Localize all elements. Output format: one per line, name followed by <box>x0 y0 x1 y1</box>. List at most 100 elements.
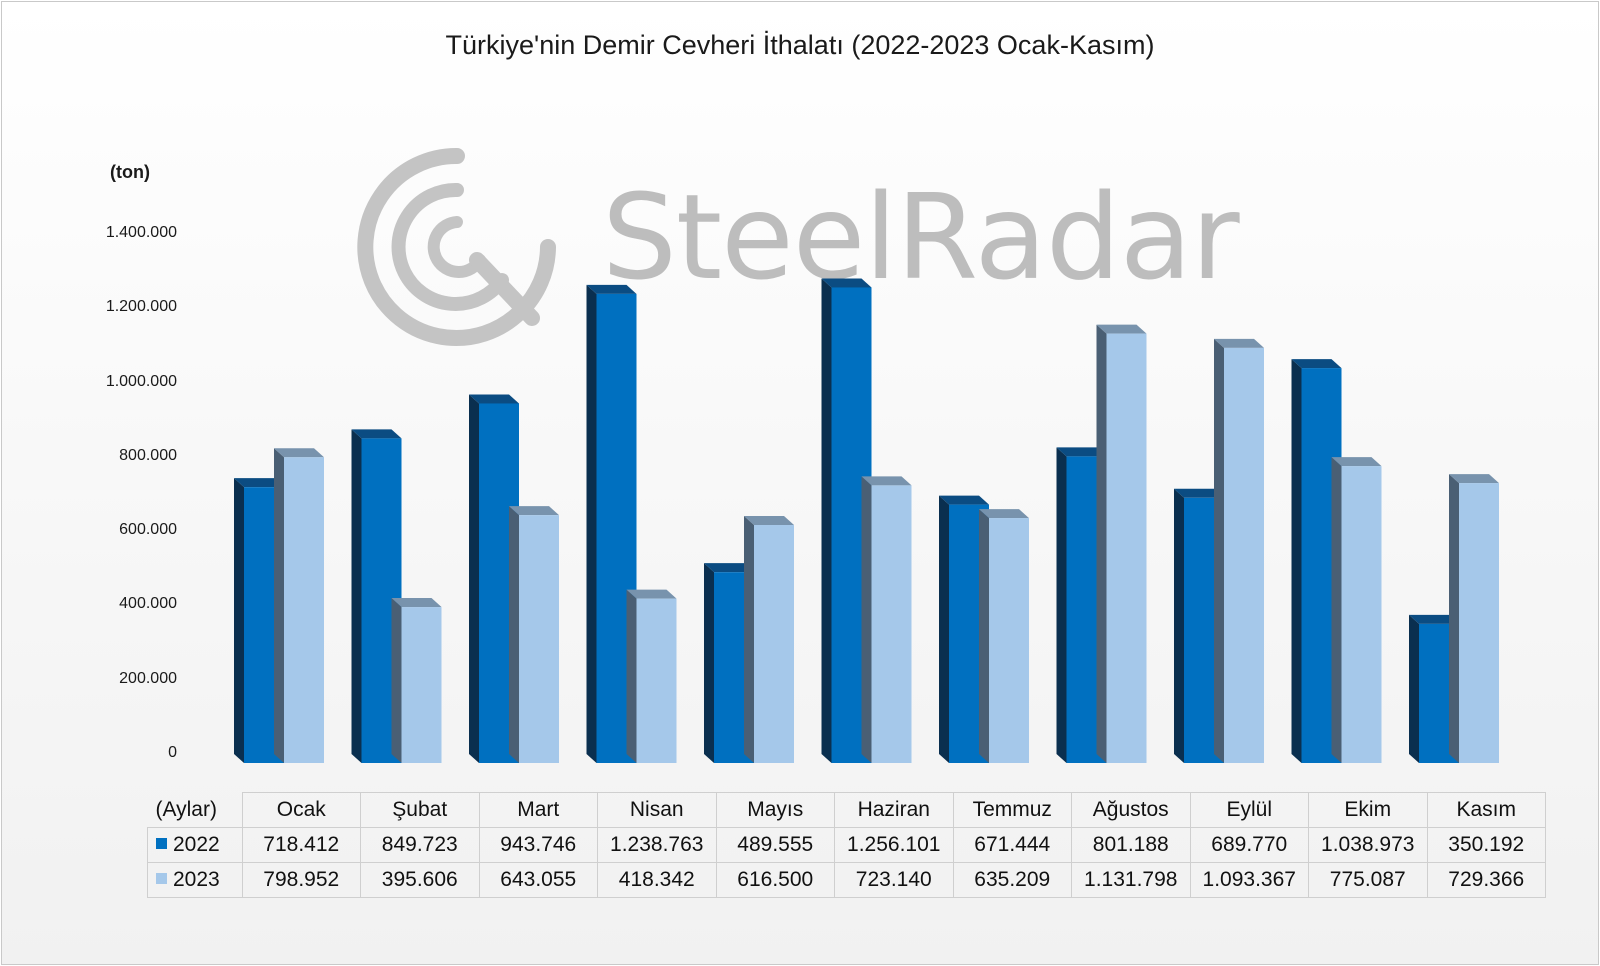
data-label: 350.192 <box>1426 827 1546 863</box>
x-tick-label: Mart <box>478 792 598 828</box>
x-tick-label: Ocak <box>241 792 361 828</box>
bar-top <box>274 448 324 458</box>
y-tick-label: 1.000.000 <box>105 372 177 390</box>
bar-front <box>1459 483 1499 763</box>
table-row: 2022 718.412 849.723 943.746 1.238.763 489.55… <box>147 827 1546 863</box>
data-label: 943.746 <box>478 827 598 863</box>
bar-2023-4 <box>626 589 677 763</box>
bar-top <box>1214 338 1264 348</box>
bar-side <box>1331 457 1342 763</box>
data-label: 801.188 <box>1071 827 1191 863</box>
bar-top <box>1449 474 1499 484</box>
bar-side <box>704 563 714 763</box>
bar-front <box>401 607 442 763</box>
bar-2023-3 <box>509 506 559 763</box>
bar-2023-5 <box>744 516 794 763</box>
data-label: 395.606 <box>360 862 480 898</box>
y-tick-label: 400.000 <box>119 595 177 613</box>
bar-side <box>586 284 597 763</box>
bar-top <box>821 278 872 288</box>
bar-front <box>989 518 1029 763</box>
y-tick-label: 200.000 <box>119 669 177 687</box>
data-label: 671.444 <box>952 827 1072 863</box>
data-label: 1.093.367 <box>1189 862 1309 898</box>
bar-side <box>234 478 244 763</box>
x-tick-label: Mayıs <box>715 792 835 828</box>
bar-2023-6 <box>861 476 912 763</box>
data-label: 775.087 <box>1308 862 1428 898</box>
x-tick-label: Temmuz <box>952 792 1072 828</box>
legend-entry: 2022 <box>147 827 243 863</box>
data-label: 723.140 <box>834 862 954 898</box>
bar-2023-7 <box>979 509 1029 763</box>
y-axis-unit-label: (ton) <box>110 162 150 182</box>
data-label: 849.723 <box>360 827 480 863</box>
bar-top <box>744 516 794 526</box>
bar-side <box>1449 474 1459 763</box>
bar-front <box>636 598 677 763</box>
data-label: 718.412 <box>241 827 361 863</box>
bar-2023-10 <box>1331 457 1382 763</box>
bar-2023-1 <box>274 448 324 763</box>
x-tick-label: Ekim <box>1308 792 1428 828</box>
table-header-row: (Aylar) Ocak Şubat Mart Nisan Mayıs Haziran Te… <box>148 792 1546 828</box>
bar-side <box>391 598 402 763</box>
bar-side <box>274 448 284 763</box>
bar-2023-11 <box>1449 474 1499 763</box>
y-tick-label: 0 <box>168 744 177 761</box>
x-axis-label: (Aylar) <box>155 797 217 821</box>
bar-top <box>586 284 637 294</box>
bar-front <box>754 525 794 763</box>
bar-front <box>1224 347 1264 763</box>
x-tick-label: Haziran <box>834 792 954 828</box>
y-tick-label: 600.000 <box>119 521 177 539</box>
data-label: 616.500 <box>715 862 835 898</box>
bar-top <box>1331 457 1382 467</box>
bar-side <box>1214 338 1224 763</box>
bar-side <box>861 476 872 763</box>
chart-title: Türkiye'nin Demir Cevheri İthalatı (2022… <box>445 30 1155 60</box>
data-table: (Aylar) Ocak Şubat Mart Nisan Mayıs Haziran Te… <box>147 792 1546 898</box>
data-label: 729.366 <box>1426 862 1546 898</box>
bar-front <box>871 485 912 763</box>
bar-side <box>1056 447 1067 763</box>
bar-top <box>979 509 1029 519</box>
bar-side <box>1096 324 1107 763</box>
bar-side <box>979 509 989 763</box>
bar-front <box>1106 333 1147 763</box>
data-label: 689.770 <box>1189 827 1309 863</box>
y-tick-label: 1.200.000 <box>105 298 177 316</box>
bar-top <box>704 563 754 573</box>
table-row: 2023 798.952 395.606 643.055 418.342 616.500 7… <box>147 862 1546 898</box>
x-tick-label: Ağustos <box>1071 792 1191 828</box>
legend-swatch <box>156 838 167 849</box>
bar-top <box>351 429 402 439</box>
data-label: 1.038.973 <box>1308 827 1428 863</box>
data-label: 643.055 <box>478 862 598 898</box>
bar-side <box>821 278 832 763</box>
bar-side <box>1409 614 1419 763</box>
bar-top <box>626 589 677 599</box>
bar-2023-2 <box>391 598 442 763</box>
bar-top <box>509 506 559 516</box>
y-tick-label: 800.000 <box>119 446 177 464</box>
bar-2023-9 <box>1214 338 1264 763</box>
bar-top <box>861 476 912 486</box>
bar-top <box>1291 359 1342 369</box>
watermark: SteelRadar <box>352 142 1240 352</box>
bar-top <box>1096 324 1147 334</box>
bar-side <box>469 394 479 763</box>
bar-top <box>469 394 519 404</box>
bar-side <box>1291 359 1302 763</box>
x-tick-label: Kasım <box>1426 792 1546 828</box>
data-label: 418.342 <box>597 862 717 898</box>
bar-2023-8 <box>1096 324 1147 763</box>
bar-side <box>939 495 949 763</box>
bar-front <box>1341 466 1382 763</box>
bar-top <box>234 478 284 488</box>
bar-side <box>509 506 519 763</box>
bar-top <box>939 495 989 505</box>
steelradar-logo-icon <box>357 147 556 346</box>
data-label: 1.238.763 <box>597 827 717 863</box>
